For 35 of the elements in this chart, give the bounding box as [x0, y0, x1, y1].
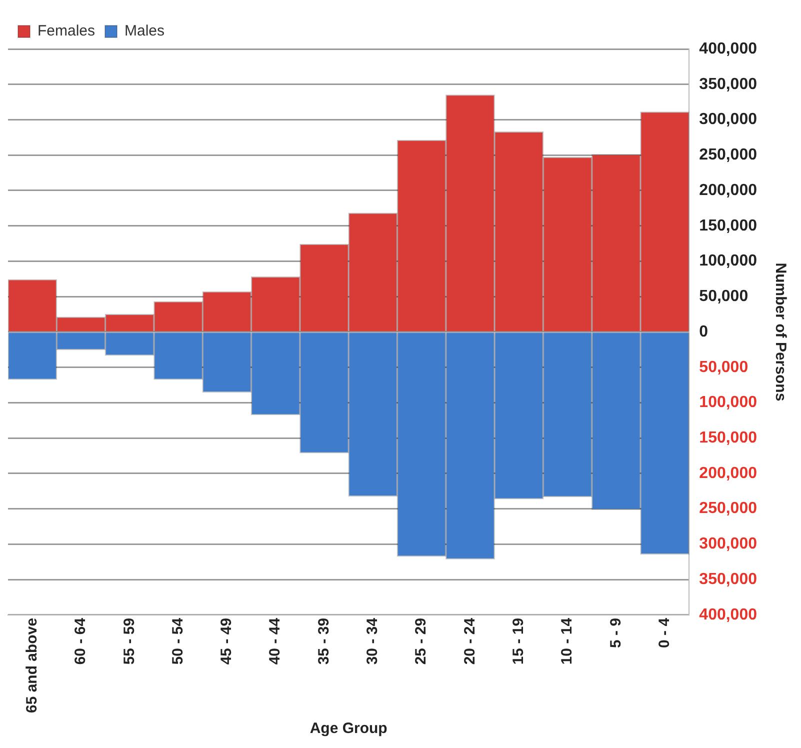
y-tick-label: 200,000: [699, 464, 758, 482]
y-tick-label: 400,000: [699, 606, 758, 624]
legend-label: Males: [124, 22, 165, 40]
y-tick-label: 300,000: [699, 536, 758, 553]
x-tick-label: 25 - 29: [412, 618, 430, 665]
x-tick-label: 55 - 59: [120, 618, 138, 665]
x-axis-title: Age Group: [310, 720, 388, 738]
x-tick-label: 35 - 39: [315, 618, 332, 665]
y-tick-label: 50,000: [699, 288, 748, 306]
x-tick-label: 10 - 14: [558, 617, 576, 665]
x-tick-label: 5 - 9: [607, 618, 624, 648]
y-tick-label: 200,000: [699, 182, 758, 199]
y-tick-label: 100,000: [699, 252, 758, 270]
y-tick-label: 350,000: [699, 570, 758, 588]
y-tick-label: 100,000: [699, 394, 758, 412]
x-tick-label: 40 - 44: [266, 617, 284, 665]
y-tick-label: 350,000: [699, 76, 758, 93]
y-axis-title: Number of Persons: [772, 262, 789, 402]
x-tick-label: 15 - 19: [510, 618, 528, 665]
x-tick-label: 45 - 49: [218, 618, 236, 665]
x-tick-label: 0 - 4: [656, 617, 673, 648]
x-tick-label: 60 - 64: [72, 617, 90, 665]
x-tick-label: 65 and above: [23, 618, 40, 714]
legend-label: Females: [38, 22, 96, 40]
y-tick-label: 250,000: [699, 500, 758, 518]
y-tick-label: 0: [699, 323, 708, 340]
x-tick-label: 50 - 54: [169, 617, 186, 665]
y-tick-label: 300,000: [699, 111, 758, 128]
y-tick-label: 150,000: [699, 217, 758, 234]
y-tick-label: 150,000: [699, 430, 758, 447]
y-tick-label: 400,000: [699, 40, 758, 58]
x-tick-label: 20 - 24: [461, 617, 478, 665]
y-tick-label: 250,000: [699, 146, 758, 164]
y-tick-label: 50,000: [699, 358, 748, 376]
x-tick-label: 30 - 34: [364, 617, 382, 665]
